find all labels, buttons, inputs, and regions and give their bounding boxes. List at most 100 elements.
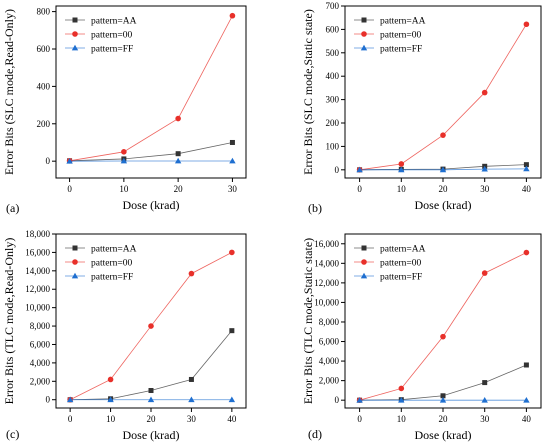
y-tick-label: 10,000 xyxy=(314,297,339,307)
data-point-FF xyxy=(398,396,405,403)
legend-marker-FF xyxy=(360,272,368,279)
y-tick-label: 14,000 xyxy=(25,266,50,276)
x-tick-label: 20 xyxy=(439,184,449,194)
x-tick-label: 40 xyxy=(522,414,532,424)
x-tick-label: 30 xyxy=(187,414,197,424)
data-point-AA xyxy=(440,393,446,399)
y-tick-label: 6,000 xyxy=(30,339,51,349)
x-tick-label: 0 xyxy=(357,184,362,194)
x-tick-label: 40 xyxy=(227,414,237,424)
y-tick-label: 16,000 xyxy=(25,247,50,257)
data-point-FF xyxy=(174,157,182,164)
plot-frame xyxy=(344,5,542,179)
legend-marker-00 xyxy=(361,31,367,37)
panel-label: (b) xyxy=(308,201,322,215)
x-tick-label: 10 xyxy=(397,184,407,194)
plot-frame xyxy=(55,5,247,179)
legend-marker-FF xyxy=(360,44,368,51)
panel-label: (d) xyxy=(308,427,322,441)
legend-entry: pattern=FF xyxy=(91,45,133,55)
y-tick-label: 4,000 xyxy=(319,356,340,366)
chart-panel: 0 2,000 4,000 6,000 8,000 10,000 12,000 14,000 1… xyxy=(2,229,247,442)
y-tick-label: 2,000 xyxy=(319,376,340,386)
y-tick-label: 8,000 xyxy=(30,321,51,331)
y-tick-label: 0 xyxy=(335,395,340,405)
data-point-FF xyxy=(228,396,236,403)
x-tick-label: 30 xyxy=(480,184,490,194)
y-tick-label: 0 xyxy=(46,395,51,405)
data-point-00 xyxy=(440,132,446,138)
data-point-FF xyxy=(481,165,488,172)
data-point-00 xyxy=(229,12,236,19)
data-point-AA xyxy=(148,388,154,394)
legend-entry: pattern=AA xyxy=(91,245,137,255)
y-tick-label: 12,000 xyxy=(25,284,50,294)
legend-marker-FF xyxy=(71,272,79,279)
x-tick-label: 0 xyxy=(67,184,72,194)
legend-entry: pattern=AA xyxy=(380,245,426,255)
data-point-FF xyxy=(439,166,447,173)
data-point-00 xyxy=(398,385,405,392)
y-tick-label: 200 xyxy=(326,118,340,128)
y-tick-label: 8,000 xyxy=(319,317,340,327)
data-point-FF xyxy=(356,396,363,403)
x-axis-label: Dose (krad) xyxy=(123,428,180,442)
legend-marker-00 xyxy=(72,31,78,37)
data-point-00 xyxy=(481,89,488,96)
y-axis-label: Error Bits (SLC mode,Static state) xyxy=(301,9,315,175)
data-point-AA xyxy=(523,362,529,368)
data-point-00 xyxy=(188,270,195,277)
data-point-FF xyxy=(147,396,155,403)
legend-marker-00 xyxy=(361,259,367,265)
y-tick-label: 12,000 xyxy=(314,278,339,288)
legend-marker-00 xyxy=(72,259,78,265)
data-point-FF xyxy=(439,396,447,403)
data-point-00 xyxy=(229,249,235,256)
data-point-AA xyxy=(229,139,235,145)
x-tick-label: 20 xyxy=(174,184,184,194)
x-tick-label: 10 xyxy=(119,184,129,194)
x-tick-label: 0 xyxy=(357,414,362,424)
x-tick-label: 30 xyxy=(228,184,238,194)
legend-entry: pattern=FF xyxy=(380,273,422,283)
x-tick-label: 0 xyxy=(68,414,73,424)
legend-marker-AA xyxy=(72,245,78,251)
y-tick-label: 600 xyxy=(37,44,51,54)
data-point-FF xyxy=(188,396,195,403)
data-point-00 xyxy=(398,161,405,167)
data-point-AA xyxy=(188,376,194,382)
legend-entry: pattern=00 xyxy=(91,259,132,269)
x-tick-label: 10 xyxy=(397,414,407,424)
y-tick-label: 500 xyxy=(326,48,340,58)
y-tick-label: 600 xyxy=(326,24,340,34)
y-tick-label: 400 xyxy=(326,71,340,81)
data-point-AA xyxy=(482,380,488,386)
legend-entry: pattern=FF xyxy=(380,45,422,55)
y-tick-label: 4,000 xyxy=(30,358,51,368)
data-point-FF xyxy=(229,157,236,164)
series-line-00 xyxy=(69,15,233,162)
data-point-00 xyxy=(121,149,127,155)
panel-label: (c) xyxy=(6,427,19,441)
x-axis-label: Dose (krad) xyxy=(415,428,472,442)
y-tick-label: 0 xyxy=(335,165,340,175)
x-tick-label: 10 xyxy=(106,414,116,424)
legend-marker-AA xyxy=(361,17,367,23)
data-point-AA xyxy=(229,328,235,334)
legend-entry: pattern=AA xyxy=(380,17,426,27)
data-point-00 xyxy=(523,249,530,256)
series-line-AA xyxy=(69,142,233,162)
y-axis-label: Error Bits (TLC mode,Read-Only) xyxy=(2,238,16,405)
chart-panel: 0 2,000 4,000 6,000 8,000 10,000 12,000 14,000 1… xyxy=(301,233,542,442)
data-point-FF xyxy=(523,165,530,172)
y-tick-label: 14,000 xyxy=(314,258,339,268)
data-point-00 xyxy=(440,333,446,340)
x-tick-label: 20 xyxy=(147,414,157,424)
legend-entry: pattern=AA xyxy=(91,17,137,27)
y-tick-label: 10,000 xyxy=(25,303,50,313)
legend-entry: pattern=00 xyxy=(380,31,421,41)
y-tick-label: 700 xyxy=(326,1,340,11)
data-point-FF xyxy=(523,396,530,403)
data-point-AA xyxy=(175,151,181,157)
